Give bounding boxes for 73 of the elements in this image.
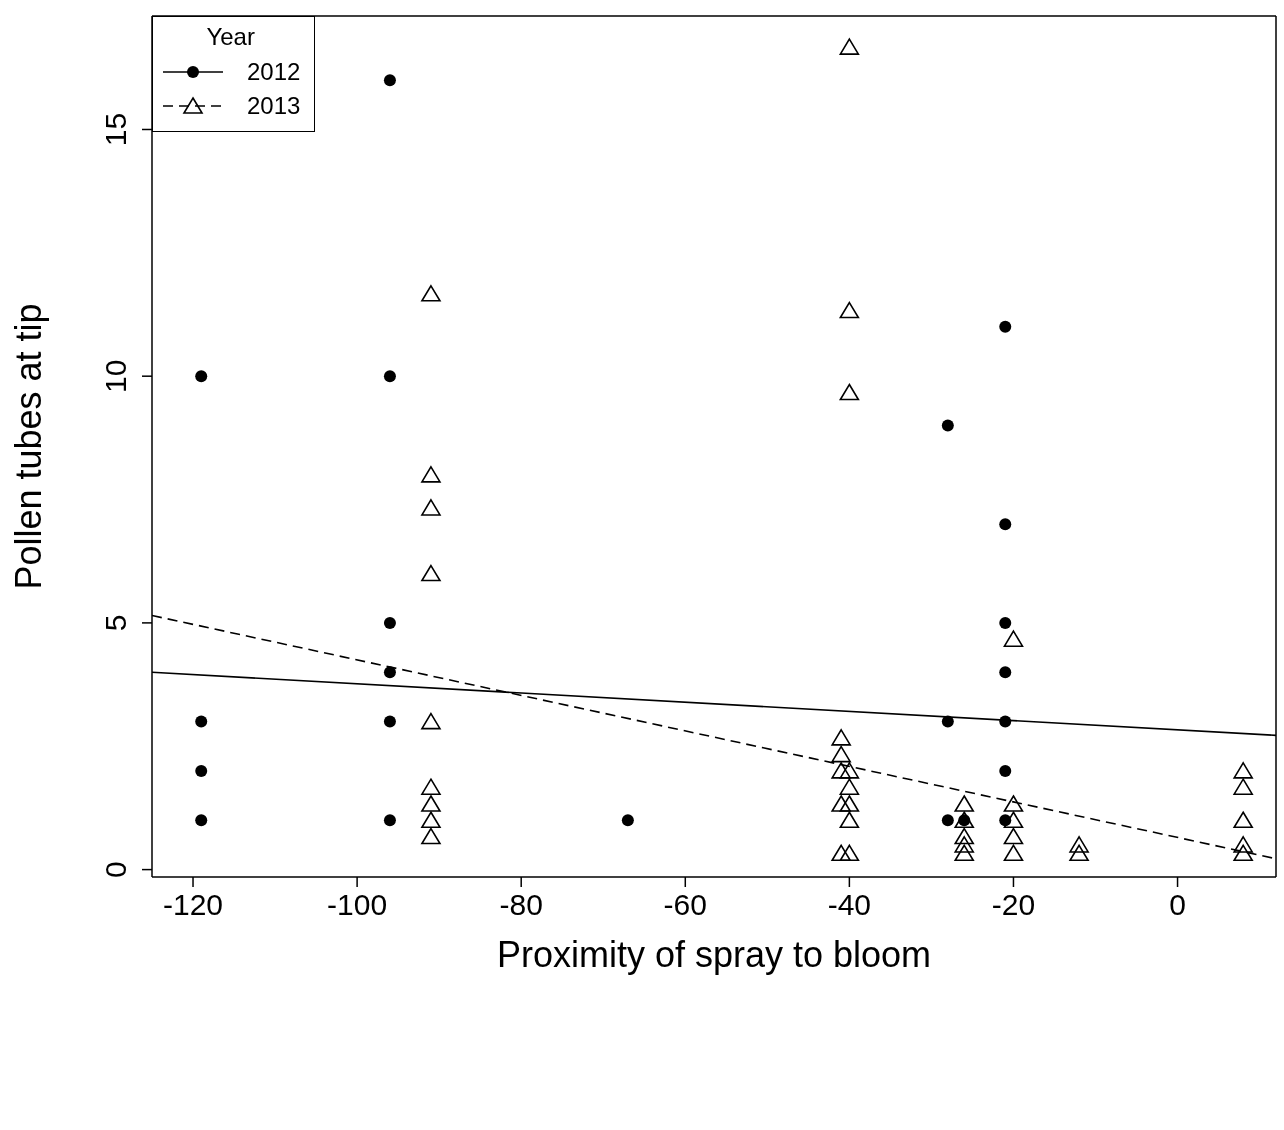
point [1003, 630, 1024, 647]
y-tick-label: 10 [99, 359, 132, 393]
x-tick-label: -20 [991, 888, 1036, 921]
point [831, 745, 851, 763]
point [839, 795, 860, 812]
point [195, 814, 208, 827]
point [954, 811, 975, 829]
point [1233, 762, 1253, 779]
point [1003, 795, 1024, 812]
x-tick-label: 0 [1169, 888, 1186, 921]
point [839, 38, 860, 55]
x-tick-label: -120 [163, 888, 224, 921]
point [195, 715, 208, 728]
point [831, 762, 851, 779]
point [421, 499, 441, 516]
point [839, 778, 860, 795]
point [999, 764, 1012, 777]
x-tick-label: -80 [499, 888, 543, 921]
point [954, 827, 975, 845]
point [1069, 836, 1089, 853]
legend-label: 2012 [247, 58, 301, 86]
point [999, 616, 1012, 629]
point [383, 666, 396, 679]
point [999, 518, 1012, 531]
x-axis-title: Proximity of spray to bloom [496, 934, 932, 975]
point [421, 712, 441, 730]
legend-label: 2013 [247, 92, 301, 120]
point [831, 844, 851, 862]
point [839, 844, 860, 862]
point [1233, 844, 1253, 862]
point [383, 814, 396, 827]
point [1003, 827, 1024, 845]
point [831, 795, 851, 812]
point [421, 466, 441, 483]
point [839, 811, 860, 829]
point [999, 666, 1012, 679]
point [383, 616, 396, 629]
point [1003, 811, 1024, 829]
point [941, 814, 954, 827]
point [839, 383, 860, 401]
point [195, 764, 208, 777]
point [839, 762, 860, 779]
point [421, 811, 441, 829]
point [954, 844, 975, 862]
point [839, 301, 860, 319]
point [421, 564, 441, 582]
y-tick-label: 15 [99, 112, 132, 147]
point [383, 370, 396, 383]
point [831, 729, 851, 746]
point [421, 284, 441, 302]
y-tick-label: 0 [99, 861, 132, 878]
x-tick-label: -60 [663, 888, 707, 921]
x-tick-label: -40 [827, 888, 872, 921]
point [1069, 844, 1089, 862]
legend-title: Year [205, 23, 256, 51]
point [621, 814, 634, 827]
point [1233, 836, 1253, 853]
x-tick-label: -100 [327, 888, 388, 921]
y-tick-label: 5 [99, 614, 132, 632]
point [421, 827, 441, 845]
y-axis-title: Pollen tubes at tip [7, 303, 49, 590]
point [195, 370, 208, 383]
point [1003, 844, 1024, 862]
point [999, 320, 1012, 333]
point [941, 419, 954, 432]
point [421, 778, 441, 795]
point [1233, 811, 1253, 829]
point [421, 795, 441, 812]
point [383, 74, 396, 87]
point [1233, 778, 1253, 795]
point [954, 836, 975, 853]
point [954, 795, 975, 812]
point [383, 715, 396, 728]
